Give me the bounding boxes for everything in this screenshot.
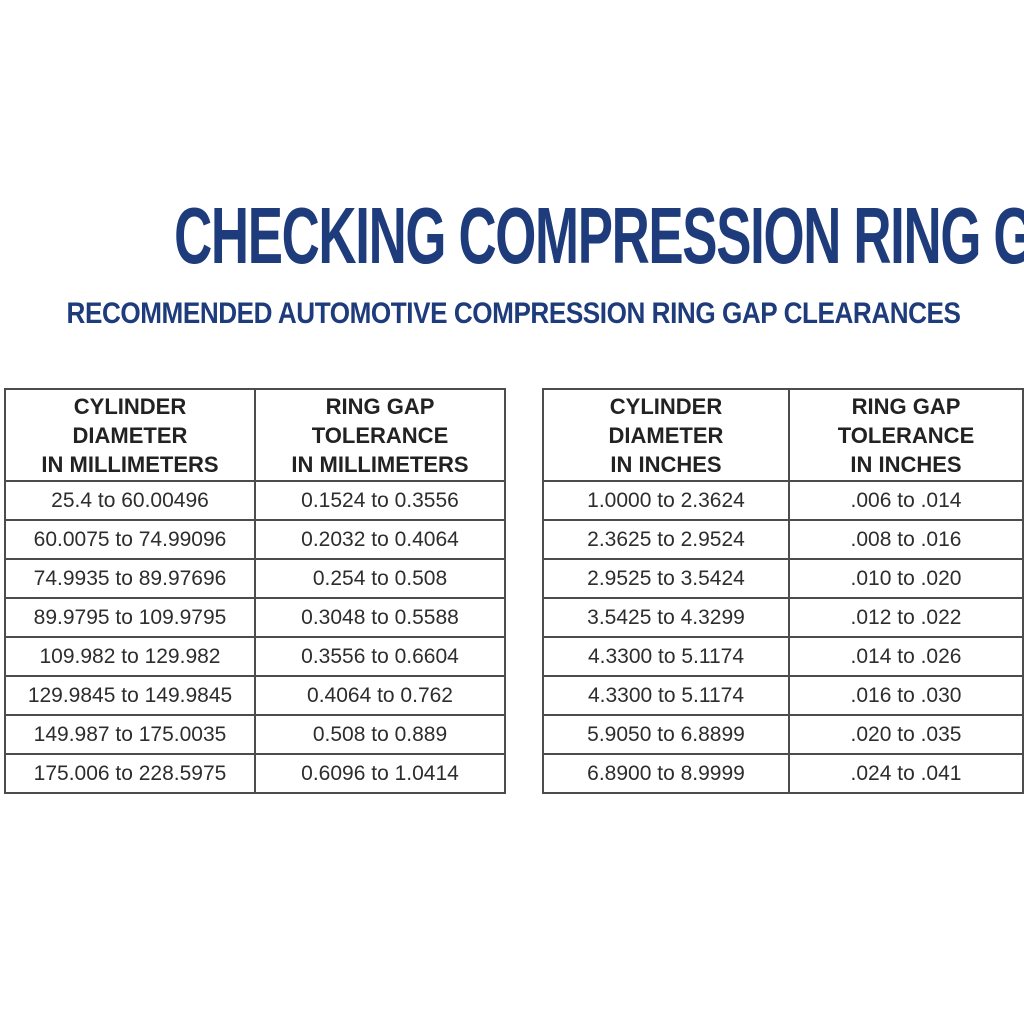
in-diameter-cell: 4.3300 to 5.1174 bbox=[542, 636, 790, 677]
table-row: 5.9050 to 6.8899 .020 to .035 bbox=[542, 714, 1024, 755]
in-diameter-cell: 5.9050 to 6.8899 bbox=[542, 714, 790, 755]
in-ring-gap-tolerance-header: RING GAP TOLERANCE IN INCHES bbox=[788, 388, 1024, 482]
mm-tolerance-cell: 0.2032 to 0.4064 bbox=[254, 519, 506, 560]
table-row: 3.5425 to 4.3299 .012 to .022 bbox=[542, 597, 1024, 638]
in-cylinder-diameter-header: CYLINDER DIAMETER IN INCHES bbox=[542, 388, 790, 482]
table-row: 25.4 to 60.00496 0.1524 to 0.3556 bbox=[4, 480, 506, 521]
table-row: 109.982 to 129.982 0.3556 to 0.6604 bbox=[4, 636, 506, 677]
in-tolerance-cell: .008 to .016 bbox=[788, 519, 1024, 560]
inches-table: CYLINDER DIAMETER IN INCHES RING GAP TOL… bbox=[542, 388, 1024, 794]
table-row: 129.9845 to 149.9845 0.4064 to 0.762 bbox=[4, 675, 506, 716]
in-tolerance-cell: .010 to .020 bbox=[788, 558, 1024, 599]
in-diameter-cell: 1.0000 to 2.3624 bbox=[542, 480, 790, 521]
in-tolerance-cell: .020 to .035 bbox=[788, 714, 1024, 755]
mm-ring-gap-tolerance-header: RING GAP TOLERANCE IN MILLIMETERS bbox=[254, 388, 506, 482]
table-row: 149.987 to 175.0035 0.508 to 0.889 bbox=[4, 714, 506, 755]
table-row: 2.3625 to 2.9524 .008 to .016 bbox=[542, 519, 1024, 560]
mm-tolerance-cell: 0.6096 to 1.0414 bbox=[254, 753, 506, 794]
page-subtitle: RECOMMENDED AUTOMOTIVE COMPRESSION RING … bbox=[66, 297, 961, 330]
mm-tolerance-cell: 0.3048 to 0.5588 bbox=[254, 597, 506, 638]
table-row: 4.3300 to 5.1174 .014 to .026 bbox=[542, 636, 1024, 677]
table-row: 4.3300 to 5.1174 .016 to .030 bbox=[542, 675, 1024, 716]
mm-diameter-cell: 89.9795 to 109.9795 bbox=[4, 597, 256, 638]
in-tolerance-cell: .014 to .026 bbox=[788, 636, 1024, 677]
table-row: 74.9935 to 89.97696 0.254 to 0.508 bbox=[4, 558, 506, 599]
table-row: 89.9795 to 109.9795 0.3048 to 0.5588 bbox=[4, 597, 506, 638]
mm-diameter-cell: 175.006 to 228.5975 bbox=[4, 753, 256, 794]
in-diameter-cell: 2.9525 to 3.5424 bbox=[542, 558, 790, 599]
mm-diameter-cell: 129.9845 to 149.9845 bbox=[4, 675, 256, 716]
mm-tolerance-cell: 0.4064 to 0.762 bbox=[254, 675, 506, 716]
mm-diameter-cell: 74.9935 to 89.97696 bbox=[4, 558, 256, 599]
page-title: CHECKING COMPRESSION RING GAPS bbox=[174, 191, 1024, 280]
mm-diameter-cell: 109.982 to 129.982 bbox=[4, 636, 256, 677]
in-tolerance-cell: .012 to .022 bbox=[788, 597, 1024, 638]
mm-diameter-cell: 149.987 to 175.0035 bbox=[4, 714, 256, 755]
table-row: 1.0000 to 2.3624 .006 to .014 bbox=[542, 480, 1024, 521]
in-diameter-cell: 3.5425 to 4.3299 bbox=[542, 597, 790, 638]
in-diameter-cell: 4.3300 to 5.1174 bbox=[542, 675, 790, 716]
millimeters-table: CYLINDER DIAMETER IN MILLIMETERS RING GA… bbox=[4, 388, 506, 794]
mm-tolerance-cell: 0.508 to 0.889 bbox=[254, 714, 506, 755]
table-row: 60.0075 to 74.99096 0.2032 to 0.4064 bbox=[4, 519, 506, 560]
in-tolerance-cell: .006 to .014 bbox=[788, 480, 1024, 521]
table-row: 175.006 to 228.5975 0.6096 to 1.0414 bbox=[4, 753, 506, 794]
in-tolerance-cell: .016 to .030 bbox=[788, 675, 1024, 716]
in-diameter-cell: 6.8900 to 8.9999 bbox=[542, 753, 790, 794]
mm-diameter-cell: 60.0075 to 74.99096 bbox=[4, 519, 256, 560]
table-header-row: CYLINDER DIAMETER IN MILLIMETERS RING GA… bbox=[4, 388, 506, 482]
mm-diameter-cell: 25.4 to 60.00496 bbox=[4, 480, 256, 521]
table-header-row: CYLINDER DIAMETER IN INCHES RING GAP TOL… bbox=[542, 388, 1024, 482]
mm-tolerance-cell: 0.254 to 0.508 bbox=[254, 558, 506, 599]
mm-tolerance-cell: 0.1524 to 0.3556 bbox=[254, 480, 506, 521]
table-row: 6.8900 to 8.9999 .024 to .041 bbox=[542, 753, 1024, 794]
table-row: 2.9525 to 3.5424 .010 to .020 bbox=[542, 558, 1024, 599]
in-tolerance-cell: .024 to .041 bbox=[788, 753, 1024, 794]
mm-cylinder-diameter-header: CYLINDER DIAMETER IN MILLIMETERS bbox=[4, 388, 256, 482]
in-diameter-cell: 2.3625 to 2.9524 bbox=[542, 519, 790, 560]
tables-container: CYLINDER DIAMETER IN MILLIMETERS RING GA… bbox=[4, 388, 1024, 794]
mm-tolerance-cell: 0.3556 to 0.6604 bbox=[254, 636, 506, 677]
